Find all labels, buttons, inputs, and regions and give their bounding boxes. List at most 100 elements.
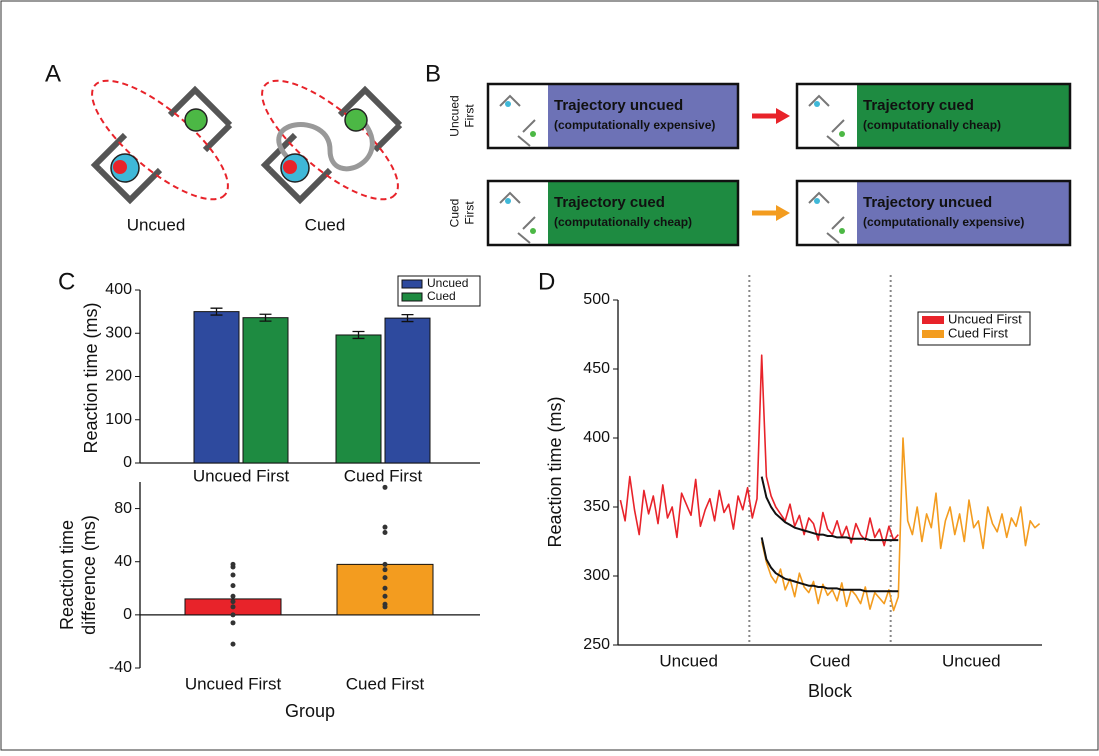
subject-point	[382, 585, 388, 591]
y-tick-label: 300	[583, 567, 610, 584]
bar	[384, 317, 431, 464]
y-tick-label: 400	[105, 281, 132, 298]
row-label: Uncued	[448, 95, 462, 136]
panel-letter: C	[58, 268, 75, 295]
y-axis-label: difference (ms)	[79, 515, 99, 635]
subject-point	[230, 583, 236, 589]
legend-label: Uncued	[427, 276, 468, 290]
box-note: (computationally cheap)	[554, 215, 692, 229]
row-label: Cued	[448, 199, 462, 228]
box-fill	[548, 84, 738, 148]
x-tick-label: Uncued First	[193, 466, 290, 485]
y-tick-label: 0	[123, 454, 132, 471]
mini-dot	[839, 131, 845, 137]
box-title: Trajectory cued	[554, 194, 665, 211]
panel-letter: A	[45, 60, 61, 87]
panel-letter: B	[425, 60, 441, 87]
subject-point	[382, 561, 388, 567]
maze-cued	[260, 79, 403, 205]
arrow-head	[776, 205, 790, 221]
legend-box	[917, 311, 1031, 346]
y-tick-label: 250	[583, 636, 610, 653]
subject-point	[382, 593, 388, 599]
mini-dot	[814, 198, 820, 204]
subject-point	[230, 604, 236, 610]
block-label: Cued	[810, 651, 851, 670]
x-axis-label: Block	[808, 681, 853, 701]
error-bar	[401, 314, 414, 323]
subject-point	[382, 529, 388, 535]
subject-point	[230, 641, 236, 647]
y-tick-label: 400	[583, 429, 610, 446]
line	[760, 476, 899, 542]
error-bar	[210, 307, 223, 316]
y-tick-label: 300	[105, 324, 132, 341]
mini-dot	[530, 228, 536, 234]
block-label: Uncued	[659, 651, 718, 670]
box-note: (computationally cheap)	[863, 118, 1001, 132]
box-fill	[857, 181, 1070, 245]
box	[795, 82, 1072, 150]
y-tick-label: 40	[114, 553, 132, 570]
panel-letter: D	[538, 268, 555, 295]
legend-label: Cued First	[948, 325, 1008, 340]
bar	[242, 317, 289, 464]
y-tick-label: 80	[114, 500, 132, 517]
y-axis-label: Reaction time (ms)	[81, 302, 101, 453]
bar	[335, 334, 382, 464]
legend-swatch	[922, 330, 944, 338]
mini-maze	[499, 94, 536, 147]
subject-point	[382, 604, 388, 610]
y-tick-label: 450	[583, 360, 610, 377]
error-bar	[259, 313, 272, 322]
box-title: Trajectory uncued	[863, 194, 992, 211]
row-label: First	[463, 201, 477, 225]
y-tick-label: 100	[105, 411, 132, 428]
subject-point	[230, 612, 236, 618]
mini-dot	[814, 101, 820, 107]
maze-label: Cued	[305, 215, 346, 234]
y-tick-label: -40	[109, 659, 132, 676]
y-axis-label: Reaction time (ms)	[545, 396, 565, 547]
error-bar	[352, 330, 365, 340]
legend-swatch	[401, 292, 423, 302]
mini-maze	[499, 191, 536, 244]
y-tick-label: 500	[583, 291, 610, 308]
y-tick-label: 350	[583, 498, 610, 515]
mini-maze	[808, 191, 845, 244]
mini-dot	[839, 228, 845, 234]
box-title: Trajectory uncued	[554, 97, 683, 114]
subject-point	[230, 572, 236, 578]
y-axis-label: Reaction time	[57, 520, 77, 630]
arrow-head	[776, 108, 790, 124]
x-tick-label: Uncued First	[185, 674, 282, 693]
box	[486, 179, 740, 247]
box-fill	[857, 84, 1070, 148]
y-tick-label: 0	[123, 606, 132, 623]
subject-point	[382, 484, 388, 490]
x-tick-label: Cued First	[346, 674, 425, 693]
subject-point	[382, 524, 388, 530]
line	[760, 537, 899, 593]
mini-maze	[808, 94, 845, 147]
mini-dot	[505, 198, 511, 204]
box	[795, 179, 1072, 247]
subject-point	[382, 575, 388, 581]
subject-point	[382, 567, 388, 573]
box	[486, 82, 740, 150]
block-label: Uncued	[942, 651, 1001, 670]
subject-point	[230, 593, 236, 599]
maze-uncued	[90, 79, 233, 205]
y-tick-label: 200	[105, 368, 132, 385]
box-note: (computationally expensive)	[554, 118, 715, 132]
legend-label: Uncued First	[948, 311, 1022, 326]
line	[760, 437, 1041, 612]
legend-swatch	[922, 316, 944, 324]
box-note: (computationally expensive)	[863, 215, 1024, 229]
legend-swatch	[401, 279, 423, 289]
maze-label: Uncued	[127, 215, 186, 234]
x-axis-label: Group	[285, 701, 335, 721]
mini-dot	[530, 131, 536, 137]
subject-point	[230, 599, 236, 605]
